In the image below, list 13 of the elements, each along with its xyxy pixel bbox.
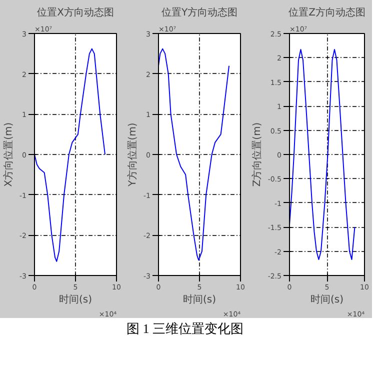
x-axis-title: 时间(s) [310,294,344,306]
caption: 图 1 三维位置变化图 [126,320,244,338]
line-series [34,48,106,262]
y-axis-title: Y方向位置(m) [126,122,139,188]
chart-title: 位置Y方向动态图 [161,6,238,18]
line-series [290,48,356,260]
chart-title: 位置Z方向动态图 [288,6,366,18]
x-axis-title: 时间(s) [58,294,92,306]
y-axis-title: X方向位置(m) [2,122,15,187]
x-axis-title: 时间(s) [182,294,216,306]
line-series [158,48,230,261]
y-axis-title: Z方向位置(m) [250,122,263,187]
chart-title: 位置X方向动态图 [37,6,114,18]
